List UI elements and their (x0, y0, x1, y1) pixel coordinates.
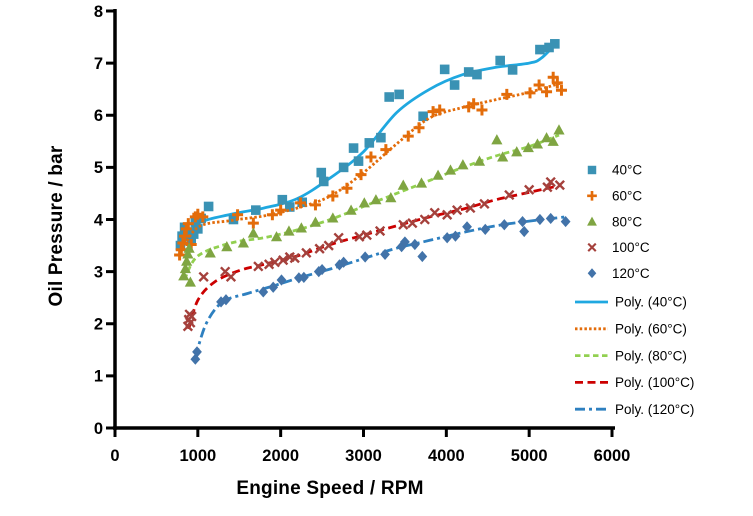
y-tick-label: 6 (94, 107, 103, 125)
axes: 0 1000 2000 3000 4000 5000 6000 0 1 2 3 4 5 6 7 8 (94, 3, 631, 465)
series-40c (175, 39, 560, 251)
x-tick-label: 2000 (262, 447, 299, 465)
y-tick-label: 2 (94, 316, 103, 334)
legend-label-poly-100c: Poly. (100°C) (615, 375, 694, 390)
legend-label-80c: 80°C (612, 214, 642, 229)
legend-label-poly-40c: Poly. (40°C) (615, 295, 687, 310)
x-tick-label: 6000 (594, 447, 631, 465)
x-tick-label: 3000 (345, 447, 382, 465)
y-tick-label: 4 (94, 211, 104, 229)
series-100c (182, 176, 565, 332)
x-tick-label: 1000 (179, 447, 216, 465)
x-tick-label: 5000 (511, 447, 548, 465)
legend-label-poly-120c: Poly. (120°C) (615, 402, 694, 417)
y-tick-label: 7 (94, 55, 103, 73)
legend-label-60c: 60°C (612, 189, 642, 204)
y-tick-label: 0 (94, 420, 103, 438)
x-axis-title: Engine Speed / RPM (236, 478, 424, 499)
x-tick-label: 0 (110, 447, 119, 465)
legend: 40°C Poly. (40°C) 60°C Poly. (60°C) 80°C Poly… (575, 163, 694, 417)
legend-label-poly-80c: Poly. (80°C) (615, 348, 687, 363)
y-tick-label: 1 (94, 368, 103, 386)
trendline-120c (193, 215, 566, 359)
series-120c (190, 212, 571, 365)
series-60c (174, 71, 567, 261)
y-axis-title: Oil Pressure / bar (46, 145, 67, 307)
y-tick-label: 3 (94, 263, 103, 281)
y-tick-label: 5 (94, 159, 103, 177)
legend-label-poly-60c: Poly. (60°C) (615, 322, 687, 337)
trendline-100c (187, 184, 561, 330)
series-80c (178, 124, 565, 287)
x-tick-label: 4000 (428, 447, 465, 465)
y-tick-label: 8 (94, 3, 103, 21)
legend-label-120c: 120°C (612, 266, 650, 281)
trendline-60c (179, 81, 562, 255)
legend-label-40c: 40°C (612, 163, 642, 178)
legend-label-100c: 100°C (612, 240, 650, 255)
